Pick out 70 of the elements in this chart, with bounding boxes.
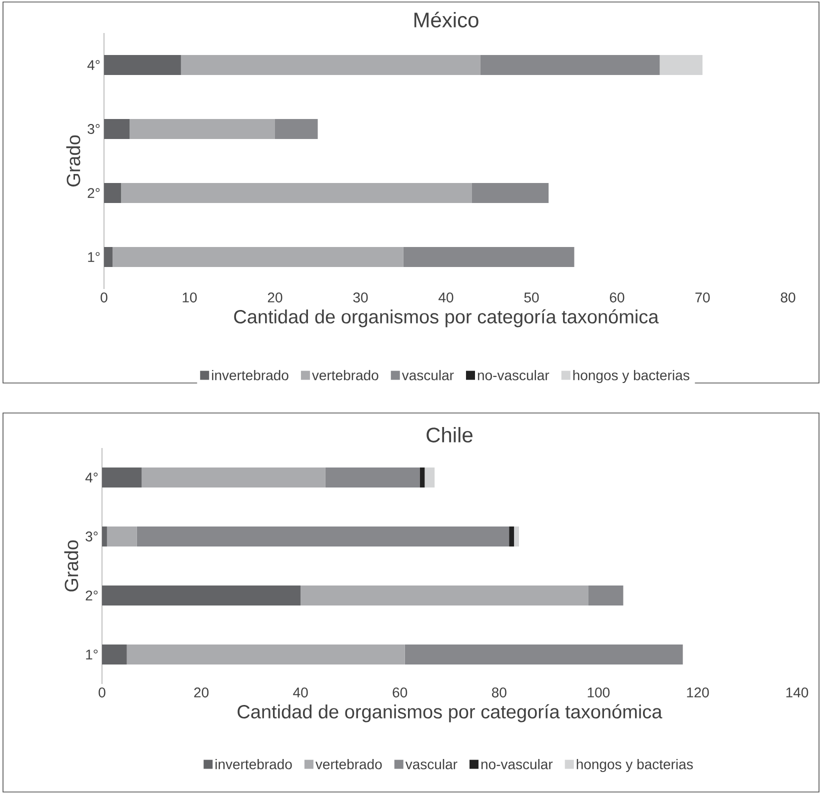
- x-tick-label: 100: [588, 688, 610, 698]
- y-axis-title: Grado: [66, 135, 80, 186]
- x-tick-label: 0: [100, 292, 108, 302]
- bar: [514, 526, 520, 546]
- y-tick-label: 3°: [88, 124, 100, 134]
- bar: [300, 585, 589, 606]
- legend-label: vertebrado: [312, 370, 378, 380]
- legend-label: no-vascular: [481, 758, 553, 770]
- legend-label: invertebrado: [212, 370, 288, 380]
- x-tick-label: 10: [182, 292, 197, 302]
- x-tick-label: 20: [268, 292, 282, 302]
- x-tick-label: 50: [524, 292, 539, 302]
- x-tick-label: 60: [392, 688, 408, 698]
- bar: [180, 54, 480, 75]
- bar: [104, 118, 130, 139]
- legend-label: vertebrado: [315, 758, 382, 770]
- y-axis-title: Grado: [64, 540, 78, 592]
- x-tick-label: 120: [687, 688, 709, 698]
- bar: [106, 526, 137, 546]
- y-tick-label: 1°: [86, 650, 98, 660]
- bar: [102, 526, 107, 546]
- chart-title: Chile: [426, 427, 472, 442]
- x-tick-label: 0: [98, 688, 106, 698]
- bar: [102, 467, 142, 488]
- bar: [660, 54, 702, 75]
- bar: [480, 54, 660, 75]
- x-tick-label: 20: [194, 688, 209, 698]
- x-tick-label: 30: [353, 292, 368, 302]
- y-tick-label: 4°: [85, 472, 98, 482]
- legend-label: vascular: [405, 758, 458, 770]
- bar: [404, 644, 683, 664]
- legend-label: no-vascular: [478, 370, 550, 380]
- bar: [420, 467, 425, 488]
- bar: [130, 118, 275, 139]
- bar: [403, 246, 574, 267]
- bar: [472, 182, 549, 203]
- x-axis-title: Cantidad de organismos por categoría taxonómica: [234, 309, 659, 328]
- bar: [121, 182, 472, 203]
- x-tick-label: 40: [438, 292, 454, 302]
- bar: [424, 467, 435, 488]
- legend-label: hongos y bacterias: [576, 758, 693, 772]
- legend-label: vascular: [402, 370, 454, 380]
- y-tick-label: 2°: [88, 188, 100, 198]
- legend-label: invertebrado: [216, 758, 292, 770]
- y-tick-label: 4°: [87, 60, 100, 70]
- bar: [104, 182, 122, 203]
- x-tick-label: 60: [610, 292, 624, 302]
- legend-label: hongos y bacterias: [573, 370, 690, 384]
- x-tick-label: 140: [786, 688, 808, 698]
- x-tick-label: 80: [780, 292, 796, 302]
- bar: [509, 526, 514, 546]
- chart-title: México: [414, 12, 478, 28]
- bar: [136, 526, 510, 546]
- bar: [126, 644, 405, 664]
- x-tick-label: 70: [695, 292, 710, 302]
- bar: [142, 467, 326, 488]
- y-tick-label: 2°: [86, 590, 98, 600]
- bar: [104, 246, 113, 267]
- y-tick-label: 1°: [88, 252, 100, 262]
- bar: [104, 54, 181, 75]
- bar: [112, 246, 404, 267]
- bar: [102, 644, 127, 664]
- bar: [325, 467, 420, 488]
- bar: [588, 585, 624, 606]
- x-tick-label: 80: [492, 688, 506, 698]
- x-tick-label: 40: [293, 688, 308, 698]
- bar: [275, 118, 318, 139]
- bar: [102, 585, 301, 606]
- y-tick-label: 3°: [86, 532, 98, 542]
- x-axis-title: Cantidad de organismos por categoría taxonómica: [238, 704, 662, 722]
